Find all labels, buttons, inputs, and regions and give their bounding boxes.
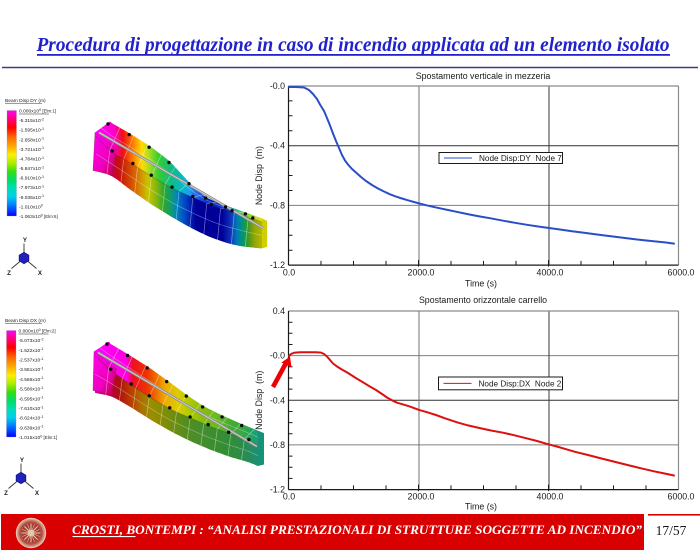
svg-text:X: X xyxy=(38,270,43,277)
svg-text:-0.0: -0.0 xyxy=(270,351,285,361)
svg-text:-1.015x100 [Elm:1]: -1.015x100 [Elm:1] xyxy=(19,434,58,441)
svg-text:0.0: 0.0 xyxy=(283,492,295,502)
svg-text:-1.2: -1.2 xyxy=(270,260,285,270)
svg-text:Node Disp (m): Node Disp (m) xyxy=(254,146,264,205)
svg-text:0.000x100 [Elm:2]: 0.000x100 [Elm:2] xyxy=(19,328,56,335)
svg-text:-7.973x10-1: -7.973x10-1 xyxy=(19,185,44,192)
svg-text:-3.721x10-1: -3.721x10-1 xyxy=(19,146,44,153)
svg-text:Node Disp:DY Node 7: Node Disp:DY Node 7 xyxy=(479,154,562,163)
svg-text:-9.036x10-1: -9.036x10-1 xyxy=(19,194,44,201)
svg-text:-0.4: -0.4 xyxy=(270,395,285,405)
svg-text:6000.0: 6000.0 xyxy=(668,268,695,278)
svg-text:-9.639x10-1: -9.639x10-1 xyxy=(19,425,44,432)
svg-text:Time (s): Time (s) xyxy=(465,502,497,512)
svg-text:2000.0: 2000.0 xyxy=(408,268,435,278)
svg-text:6000.0: 6000.0 xyxy=(668,492,695,502)
svg-text:X: X xyxy=(35,490,40,497)
svg-text:-2.658x10-1: -2.658x10-1 xyxy=(19,137,44,144)
svg-text:-1.063x100 [Elm:6]: -1.063x100 [Elm:6] xyxy=(19,213,58,220)
svg-text:Spostamento verticale in mezze: Spostamento verticale in mezzeria xyxy=(416,71,551,81)
svg-text:-5.073x10-2: -5.073x10-2 xyxy=(19,338,44,345)
svg-text:Time (s): Time (s) xyxy=(465,279,497,289)
svg-text:Procedura di progettazione in: Procedura di progettazione in caso di in… xyxy=(36,34,670,56)
svg-text:-0.8: -0.8 xyxy=(270,200,285,210)
svg-text:2000.0: 2000.0 xyxy=(408,492,435,502)
svg-text:-5.847x10-1: -5.847x10-1 xyxy=(19,165,44,172)
svg-text:-4.566x10-1: -4.566x10-1 xyxy=(19,376,44,383)
svg-text:-1.522x10-1: -1.522x10-1 xyxy=(19,347,44,354)
svg-text:Beam Disp DY (m): Beam Disp DY (m) xyxy=(5,98,46,104)
svg-text:-7.610x10-1: -7.610x10-1 xyxy=(19,405,44,412)
svg-text:-0.8: -0.8 xyxy=(270,440,285,450)
svg-text:17/57: 17/57 xyxy=(656,523,687,538)
svg-text:Spostamento orizzontale carrel: Spostamento orizzontale carrello xyxy=(419,295,547,305)
svg-text:0.0: 0.0 xyxy=(283,268,295,278)
svg-text:-6.910x10-1: -6.910x10-1 xyxy=(19,175,44,182)
svg-text:Node Disp:DX Node 2: Node Disp:DX Node 2 xyxy=(479,379,562,388)
svg-text:-0.4: -0.4 xyxy=(270,141,285,151)
svg-text:-8.624x10-1: -8.624x10-1 xyxy=(19,415,44,422)
svg-text:-2.537x10-1: -2.537x10-1 xyxy=(19,357,44,364)
svg-text:CROSTI, BONTEMPI : “ANALISI PR: CROSTI, BONTEMPI : “ANALISI PRESTAZIONAL… xyxy=(72,522,643,537)
svg-text:4000.0: 4000.0 xyxy=(537,268,564,278)
svg-text:Node Disp (m): Node Disp (m) xyxy=(254,371,264,430)
svg-text:4000.0: 4000.0 xyxy=(537,492,564,502)
svg-text:0.4: 0.4 xyxy=(273,306,285,316)
svg-text:-0.0: -0.0 xyxy=(270,81,285,91)
svg-text:-6.595x10-1: -6.595x10-1 xyxy=(19,396,44,403)
svg-text:-3.551x10-1: -3.551x10-1 xyxy=(19,367,44,374)
svg-text:-1.2: -1.2 xyxy=(270,485,285,495)
svg-text:-4.784x10-1: -4.784x10-1 xyxy=(19,156,44,163)
svg-text:-1.595x10-1: -1.595x10-1 xyxy=(19,127,44,134)
svg-text:Y: Y xyxy=(20,457,25,464)
svg-text:Beam Disp DX (m): Beam Disp DX (m) xyxy=(5,318,46,324)
svg-text:-1.010x100: -1.010x100 xyxy=(19,204,43,211)
svg-text:Z: Z xyxy=(7,270,11,277)
svg-text:-5.580x10-1: -5.580x10-1 xyxy=(19,386,44,393)
svg-text:0.000x100 [Elm:1]: 0.000x100 [Elm:1] xyxy=(19,108,56,115)
svg-text:Z: Z xyxy=(4,490,8,497)
svg-text:Y: Y xyxy=(23,237,28,244)
svg-text:-5.315x10-2: -5.315x10-2 xyxy=(19,117,44,124)
